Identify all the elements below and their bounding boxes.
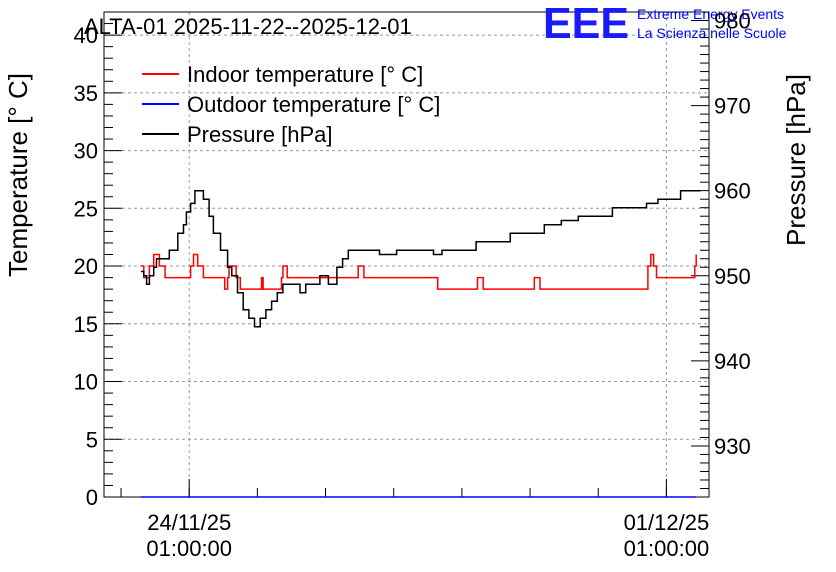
- right-y-axis: 930 940 950 960 970 980: [691, 9, 751, 498]
- right-tick-label: 970: [714, 94, 751, 119]
- legend-label-2: Pressure [hPa]: [187, 122, 333, 147]
- x-tick-label-date: 01/12/25: [624, 510, 710, 535]
- right-tick-label: 950: [714, 264, 751, 289]
- x-tick-label-time: 01:00:00: [624, 536, 710, 561]
- legend: Indoor temperature [° C] Outdoor temperat…: [142, 62, 440, 147]
- right-tick-label: 980: [714, 9, 751, 34]
- series-line-2: [140, 189, 701, 328]
- right-tick-label: 930: [714, 434, 751, 459]
- left-tick-label: 20: [74, 254, 98, 279]
- left-tick-label: 10: [74, 370, 98, 395]
- left-tick-label: 0: [86, 485, 98, 510]
- series-layer: [140, 189, 701, 498]
- logo-line-2: La Scienza nelle Scuole: [637, 25, 787, 41]
- x-tick-label-time: 01:00:00: [146, 536, 232, 561]
- right-tick-label: 940: [714, 349, 751, 374]
- chart-title: ALTA-01 2025-11-22--2025-12-01: [84, 14, 412, 39]
- legend-label-0: Indoor temperature [° C]: [187, 62, 423, 87]
- right-axis-label: Pressure [hPa]: [781, 74, 811, 246]
- left-tick-label: 40: [74, 23, 98, 48]
- logo-line-1: Extreme Energy Events: [637, 6, 784, 22]
- eee-logo: EEE: [543, 0, 629, 48]
- left-tick-label: 25: [74, 196, 98, 221]
- left-axis-label: Temperature [° C]: [3, 73, 33, 277]
- x-tick-label-date: 24/11/25: [147, 510, 231, 535]
- right-tick-label: 960: [714, 179, 751, 204]
- left-tick-label: 30: [74, 139, 98, 164]
- legend-label-1: Outdoor temperature [° C]: [187, 92, 440, 117]
- left-tick-label: 5: [86, 427, 98, 452]
- left-tick-label: 15: [74, 312, 98, 337]
- series-line-0: [140, 253, 697, 290]
- left-y-axis: 0 5 10 15 20 25 30 35 40: [74, 11, 122, 510]
- gridlines: [104, 12, 709, 497]
- left-tick-label: 35: [74, 81, 98, 106]
